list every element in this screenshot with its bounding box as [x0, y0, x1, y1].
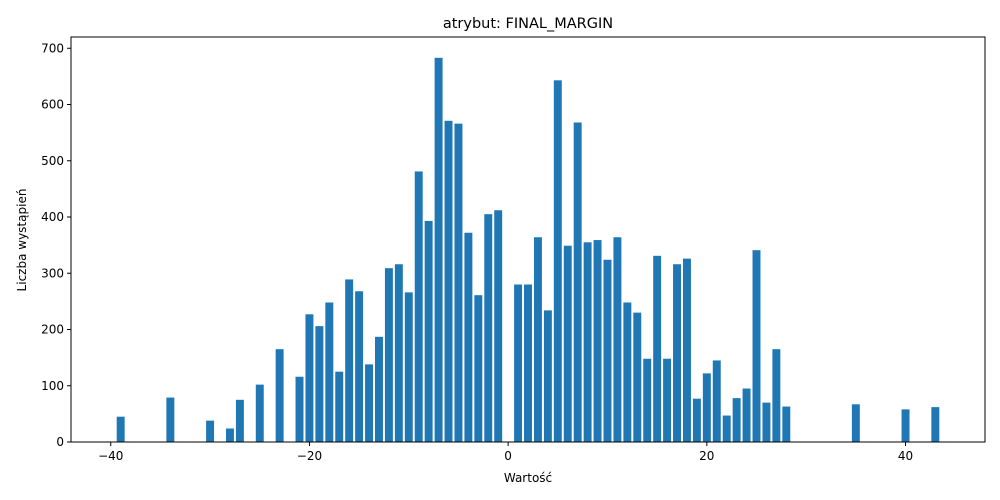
y-tick-label: 700: [41, 41, 64, 55]
bar: [225, 428, 234, 442]
bar: [673, 264, 681, 442]
bar: [583, 242, 592, 442]
bar: [116, 416, 125, 442]
bar: [484, 214, 493, 442]
x-axis-label: Wartość: [504, 471, 552, 485]
bar: [702, 373, 711, 442]
bar: [464, 232, 473, 442]
y-axis-label: Liczba wystąpień: [15, 189, 29, 292]
bar: [345, 279, 354, 442]
y-tick-label: 200: [41, 323, 64, 337]
bar: [633, 312, 642, 442]
bar: [722, 415, 731, 442]
bar: [474, 295, 483, 442]
x-axis-ticks: −40 −20 0 20 40: [98, 442, 913, 463]
y-tick-label: 100: [41, 379, 64, 393]
bar: [494, 210, 503, 442]
bar: [206, 420, 215, 442]
x-tick-label: −20: [297, 449, 322, 463]
bar: [275, 349, 284, 442]
bar: [593, 240, 602, 442]
bar: [742, 388, 751, 442]
x-tick-label: −40: [98, 449, 123, 463]
bar: [315, 326, 324, 442]
bar: [603, 259, 612, 442]
bar: [613, 237, 622, 442]
bar: [682, 258, 691, 442]
bar: [335, 371, 344, 442]
bar: [524, 284, 532, 442]
bar: [255, 384, 264, 442]
x-tick-label: 40: [898, 449, 913, 463]
y-axis-ticks: 0 100 200 300 400 500 600 700: [41, 41, 71, 449]
bar: [305, 314, 314, 442]
y-tick-label: 600: [41, 98, 64, 112]
bar: [732, 398, 741, 442]
bar: [365, 364, 374, 442]
bar: [375, 336, 383, 442]
bar: [514, 284, 523, 442]
bar: [166, 397, 175, 442]
bar: [404, 292, 413, 442]
bar: [901, 409, 910, 442]
bar: [434, 57, 443, 442]
x-tick-label: 0: [504, 449, 512, 463]
bar: [384, 268, 393, 442]
bar: [394, 264, 403, 442]
bar: [295, 376, 304, 442]
y-tick-label: 500: [41, 154, 64, 168]
bar: [782, 406, 791, 442]
bars-group: [116, 57, 940, 442]
bar: [573, 122, 582, 442]
bar: [533, 237, 542, 442]
bar: [643, 358, 652, 442]
bar: [772, 349, 781, 442]
x-tick-label: 20: [699, 449, 714, 463]
bar: [563, 245, 572, 442]
bar: [712, 360, 721, 442]
chart-title: atrybut: FINAL_MARGIN: [443, 16, 613, 32]
bar: [444, 120, 453, 442]
y-tick-label: 300: [41, 266, 64, 280]
bar: [355, 291, 364, 442]
y-tick-label: 400: [41, 210, 64, 224]
bar: [752, 250, 761, 442]
bar: [663, 358, 672, 442]
bar: [325, 302, 334, 442]
bar: [454, 123, 463, 442]
bar: [623, 302, 632, 442]
bar: [414, 171, 423, 442]
bar: [851, 404, 860, 442]
bar: [931, 407, 940, 442]
bar: [543, 310, 552, 442]
bar: [553, 80, 562, 442]
bar: [235, 399, 244, 442]
bar: [653, 255, 662, 442]
y-tick-label: 0: [56, 435, 64, 449]
plot-frame: [70, 36, 986, 443]
bar: [424, 220, 433, 442]
bar: [692, 398, 701, 442]
bar: [762, 402, 771, 442]
